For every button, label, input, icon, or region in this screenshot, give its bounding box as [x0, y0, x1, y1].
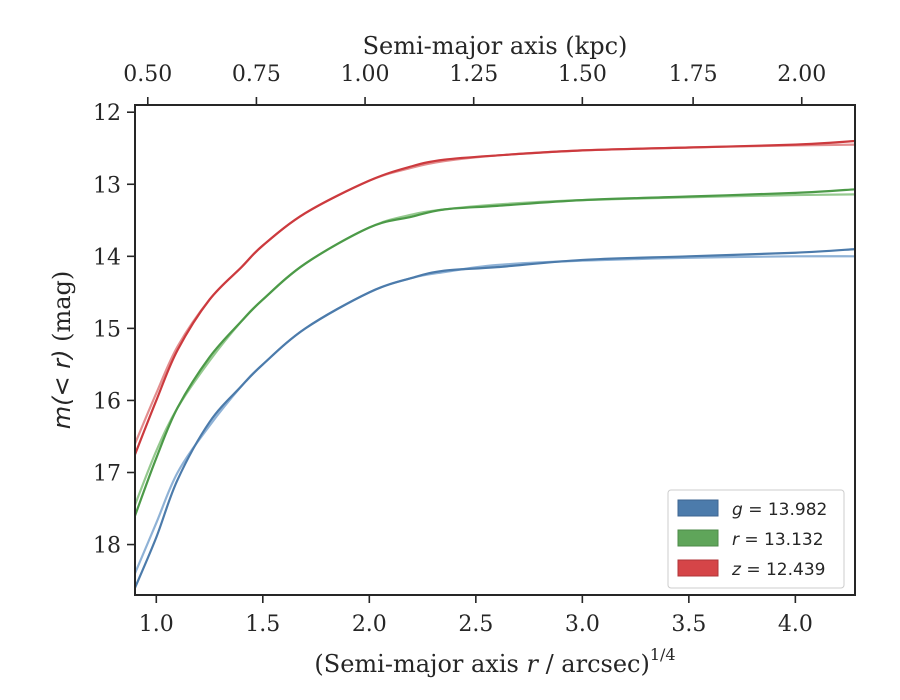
x-axis-title-var: r [526, 650, 539, 678]
x-axis-title-power: 1/4 [650, 645, 676, 664]
series-r-model-line [135, 193, 855, 506]
x-tick-label-5: 3.5 [671, 612, 706, 637]
legend-label-r-var: r [732, 530, 740, 550]
x-tick-label-4: 3.0 [565, 612, 600, 637]
series-z-model-line [135, 143, 855, 445]
x-tick-label-0: 1.0 [139, 612, 174, 637]
x-tick-label-6: 4.0 [778, 612, 813, 637]
x-axis-title: (Semi-major axis r / arcsec)1/4 [314, 645, 675, 678]
legend-swatch-z [677, 559, 719, 577]
y-axis-title-math: m(< r) [48, 350, 76, 430]
plot-frame [134, 104, 856, 596]
y-axis-title-unit: (mag) [48, 271, 76, 350]
x2-axis-title: Semi-major axis (kpc) [363, 32, 628, 60]
legend: g = 13.982 r = 13.132 z = 12.439 [667, 489, 845, 589]
legend-label-z: z = 12.439 [731, 560, 825, 580]
legend-label-r: r = 13.132 [732, 530, 824, 550]
x-tick-label-1: 1.5 [245, 612, 280, 637]
x-tick-label-3: 2.5 [458, 612, 493, 637]
x-tick-label-2: 2.0 [352, 612, 387, 637]
y-tick-label-4: 16 [93, 389, 121, 414]
legend-label-g: g = 13.982 [732, 500, 827, 520]
y-tick-label-2: 14 [93, 245, 121, 270]
y-tick-label-5: 17 [93, 462, 121, 487]
x2-tick-label-2: 1.00 [341, 62, 390, 87]
legend-swatch-r [677, 529, 719, 547]
y-tick-label-1: 13 [93, 173, 121, 198]
legend-entry-r: r = 13.132 [677, 529, 824, 550]
x-axis-title-suffix: / arcsec) [538, 650, 650, 678]
x2-tick-label-0: 0.50 [123, 62, 172, 87]
legend-swatch-g [677, 499, 719, 517]
legend-label-g-value: = 13.982 [748, 500, 827, 520]
x2-tick-label-3: 1.25 [449, 62, 498, 87]
series-r-line [135, 188, 855, 517]
legend-entry-z: z = 12.439 [677, 559, 825, 580]
x2-tick-label-5: 1.75 [669, 62, 718, 87]
x2-tick-label-6: 2.00 [777, 62, 826, 87]
x2-tick-label-1: 0.75 [232, 62, 281, 87]
legend-label-r-value: = 13.132 [744, 530, 823, 550]
y-axis-title: m(< r) (mag) [48, 271, 76, 430]
x2-tick-label-4: 1.50 [558, 62, 607, 87]
y-tick-label-0: 12 [93, 101, 121, 126]
legend-label-z-value: = 12.439 [746, 560, 825, 580]
x-axis-title-prefix: (Semi-major axis [314, 650, 526, 678]
legend-label-z-var: z [731, 560, 742, 580]
y-tick-label-3: 15 [93, 317, 121, 342]
series-g-line [135, 248, 855, 589]
legend-entry-g: g = 13.982 [677, 499, 827, 520]
series-z-line [135, 139, 855, 455]
plot-layer: 1.0 1.5 2.0 2.5 3.0 3.5 4.0 0.50 0.75 1.00 1.25 1.5… [93, 62, 856, 637]
y-tick-label-6: 18 [93, 534, 121, 559]
legend-label-g-var: g [732, 500, 743, 520]
